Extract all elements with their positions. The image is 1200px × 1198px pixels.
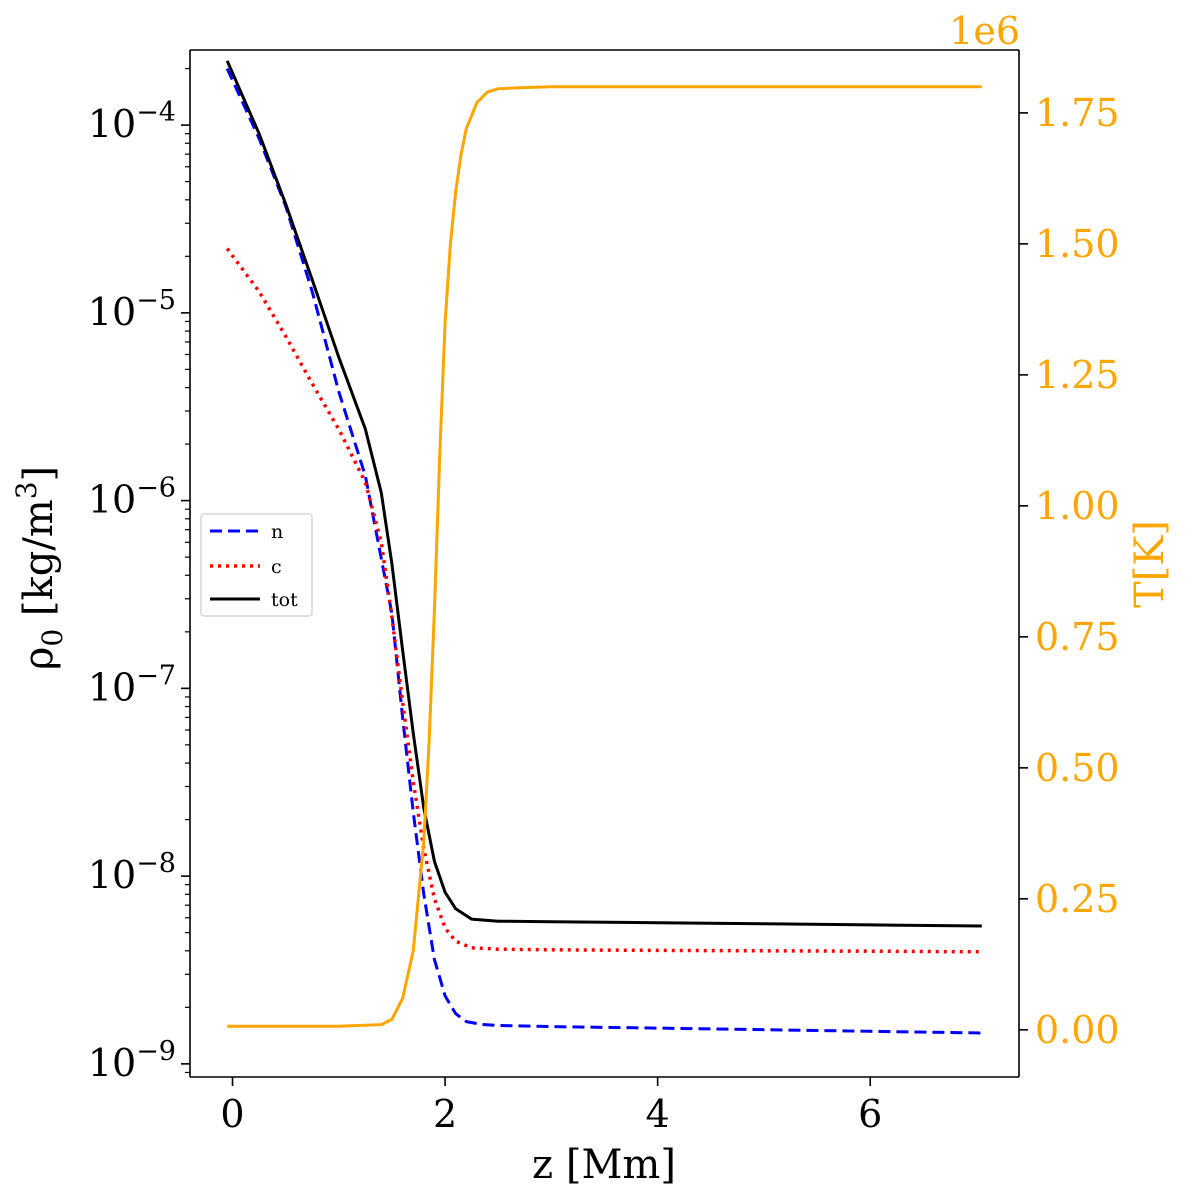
y-left-tick-label: 10−6 [88,473,176,522]
y-right-tick-label: 0.75 [1035,615,1120,659]
series-line-n [225,67,982,1035]
series-line-c [225,247,982,954]
series-line-T [227,85,982,1028]
x-tick-label: 4 [646,1092,670,1136]
plot-lines [225,60,982,1035]
y-left-title-sup: 3 [10,481,43,499]
legend-frame [200,513,313,617]
y-left-tick-label: 10−9 [88,1036,176,1085]
x-tick-label: 2 [433,1092,457,1136]
y-left-axis-title: ρ0 [kg/m3] [10,466,69,670]
y-right-tick-label: 1.50 [1035,222,1120,266]
y-right-tick-label: 1.25 [1035,353,1120,397]
y-right-multiplier: 1e6 [949,9,1020,53]
y-left-tick-label: 10−8 [88,848,176,897]
x-tick-label: 6 [858,1092,882,1136]
y-right-tick-label: 1.00 [1035,484,1120,528]
legend-label-c: c [271,556,282,578]
ticks: 0 2 4 6 10−9 10−8 10−7 10−6 10−5 10−4 0.00 0.25 0.50… [88,67,1120,1136]
y-left-title-base: ρ [16,647,62,671]
y-right-tick-label: 0.25 [1035,877,1120,921]
y-left-title-rest: [kg/m [16,499,62,629]
legend-label-tot: tot [271,589,298,611]
x-axis-title: z [Mm] [532,1142,676,1188]
y-left-title-sub: 0 [36,629,69,647]
y-left-tick-label: 10−4 [88,97,176,146]
x-tick-label: 0 [220,1092,244,1136]
axes [189,49,1020,1078]
series-line-tot [225,60,982,928]
y-left-tick-label: 10−5 [88,285,176,334]
y-right-tick-label: 1.75 [1035,91,1120,135]
y-right-tick-label: 0.00 [1035,1008,1120,1052]
y-right-tick-label: 0.50 [1035,746,1120,790]
legend-label-n: n [271,521,283,543]
y-right-axis-title: T[K] [1127,520,1173,608]
y-left-tick-label: 10−7 [88,660,176,709]
y-left-title-close: ] [16,466,62,482]
legend: n c tot [200,513,313,617]
